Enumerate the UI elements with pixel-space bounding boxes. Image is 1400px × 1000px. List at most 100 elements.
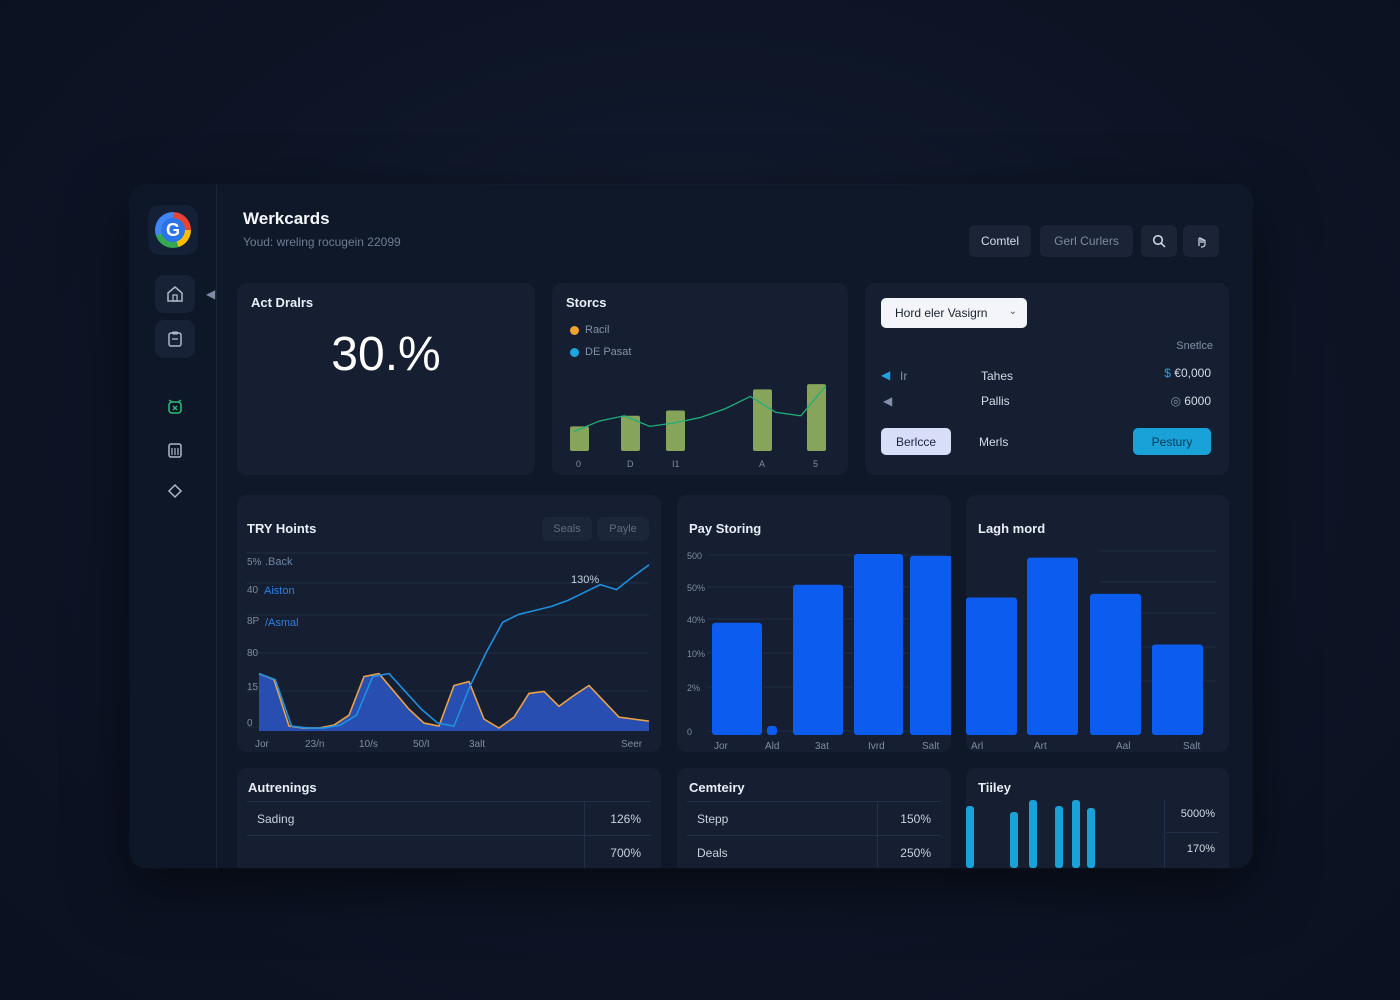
row-key: Ir [900,369,908,383]
y-tick-label: 0 [247,718,253,729]
row-label: Tahes [981,369,1014,383]
row-arrow-icon[interactable]: ◀ [881,368,891,382]
series-label: /Asmal [265,617,299,629]
bar [807,384,826,451]
selector-card: Hord eler Vasigrn ⌄ Snetlce ◀ Ir Tahes $… [865,283,1229,475]
legend-dot [570,347,579,357]
bar [1087,808,1095,868]
tiiley-value: 5000% [1180,808,1215,820]
x-tick-label: 50/I [413,739,430,750]
calendar-icon [168,443,182,458]
bar [621,415,640,451]
cancel-button[interactable]: Comtel [969,225,1031,257]
variant-select[interactable]: Hord eler Vasigrn ⌄ [881,298,1027,328]
x-tick-label: 3alt [469,739,485,750]
search-button[interactable] [1141,225,1177,257]
x-tick-label: 5 [813,459,818,469]
sidebar-item-alarm[interactable] [155,388,195,426]
legend-dot [570,325,579,335]
page-subtitle: Youd: wreling rocugein 22099 [243,235,401,249]
logo-icon: G [155,212,191,248]
try-hoints-chart: 5% 40 8P 80 15 0 .Back Aiston/Asmal 130% Jor 23/n 1… [247,552,650,750]
legend-item: Racil [570,324,609,336]
cemteiry-title: Cemteiry [689,780,745,795]
app-logo[interactable]: G [148,205,198,255]
column-header: Snetlce [1176,340,1213,352]
annotation-label: 130% [571,574,599,586]
row-arrow-icon[interactable]: ◀ [883,394,893,408]
table-row[interactable]: Deals 250% [687,835,941,868]
table-row[interactable]: 700% [247,835,651,868]
kpi-card: Act Dralrs 30.% [237,283,535,475]
x-tick-label: 10/s [359,739,378,750]
x-tick-label: 0 [576,459,581,469]
x-tick-label: D [627,459,634,469]
y-tick-label: 15 [247,682,259,693]
bar [1055,806,1063,868]
row-label: Sading [257,812,295,826]
x-tick-label: Seer [621,739,643,750]
legend-label: Racil [585,324,610,336]
kpi-title: Act Dralrs [251,295,314,310]
x-tick-label: I1 [672,459,680,469]
bar [910,555,951,735]
area-fill [259,673,649,731]
bar [1072,800,1080,868]
row-value: 150% [900,812,931,826]
collapse-arrow-icon[interactable]: ◀ [206,287,216,301]
pay-storing-title: Pay Storing [689,521,762,536]
bar [966,597,1017,735]
series-line [573,385,827,433]
secondary-button[interactable]: Gerl Curlers [1040,225,1133,257]
autrenings-title: Autrenings [248,780,317,795]
middle-label[interactable]: Merls [979,435,1009,449]
y-tick-label: 2% [687,683,700,693]
tab-payle[interactable]: Payle [597,517,649,541]
sidebar-item-clipboard[interactable] [155,320,195,358]
table-row[interactable]: Sading 126% [247,801,651,836]
gesture-icon [1198,237,1206,248]
kpi-value: 30.% [331,328,441,381]
row-value-text: 6000 [1184,394,1211,408]
bar [1152,644,1203,735]
bar [753,389,772,451]
legend-item: DE Pasat [570,346,631,358]
x-tick-label: Jor [714,741,729,752]
select-value: Hord eler Vasigrn [895,306,988,320]
x-tick-label: Ald [765,741,779,752]
gesture-button[interactable] [1183,225,1219,257]
sidebar-item-calendar[interactable] [155,431,195,469]
primary-button[interactable]: Berlcce [881,428,951,455]
x-tick-label: 3at [815,741,829,752]
bar [712,622,762,735]
bar [666,410,685,451]
pay-storing-card: Pay Storing 500 50% 40% 10% 2% 0 Jor Ald 3at Ivrd… [677,495,951,752]
y-tick-label: 80 [247,648,259,659]
currency-icon: $ [1164,366,1175,380]
row-value: 700% [610,846,641,860]
sidebar-item-home[interactable] [155,275,195,313]
bar [854,554,903,735]
bar [966,806,974,868]
y-tick-label: 5% [247,557,262,568]
lagh-mord-card: Lagh mord Arl Art Aal Salt [966,495,1229,752]
bar [1027,557,1078,735]
series-label: Aiston [264,585,295,597]
sidebar-item-diamond[interactable] [155,472,195,510]
y-tick-label: 40% [687,615,705,625]
x-tick-label: Aal [1116,741,1130,752]
tab-seals[interactable]: Seals [542,517,592,541]
try-hoints-card: TRY Hoints Seals Payle 5% 40 8P 80 15 0 .Back A… [237,495,661,752]
stores-chart: 0 D I1 A 5 [570,384,827,469]
area-line [258,672,650,729]
x-tick-label: Salt [922,741,939,752]
table-row[interactable]: Stepp 150% [687,801,941,836]
x-tick-label: Ivrd [868,741,885,752]
alarm-clock-icon [168,399,182,414]
y-tick-label: 40 [247,585,259,596]
chevron-down-icon: ⌄ [1008,306,1017,317]
bar [767,725,777,735]
row-value: 126% [610,812,641,826]
accent-button[interactable]: Pestury [1133,428,1211,455]
series-label: .Back [265,556,293,568]
